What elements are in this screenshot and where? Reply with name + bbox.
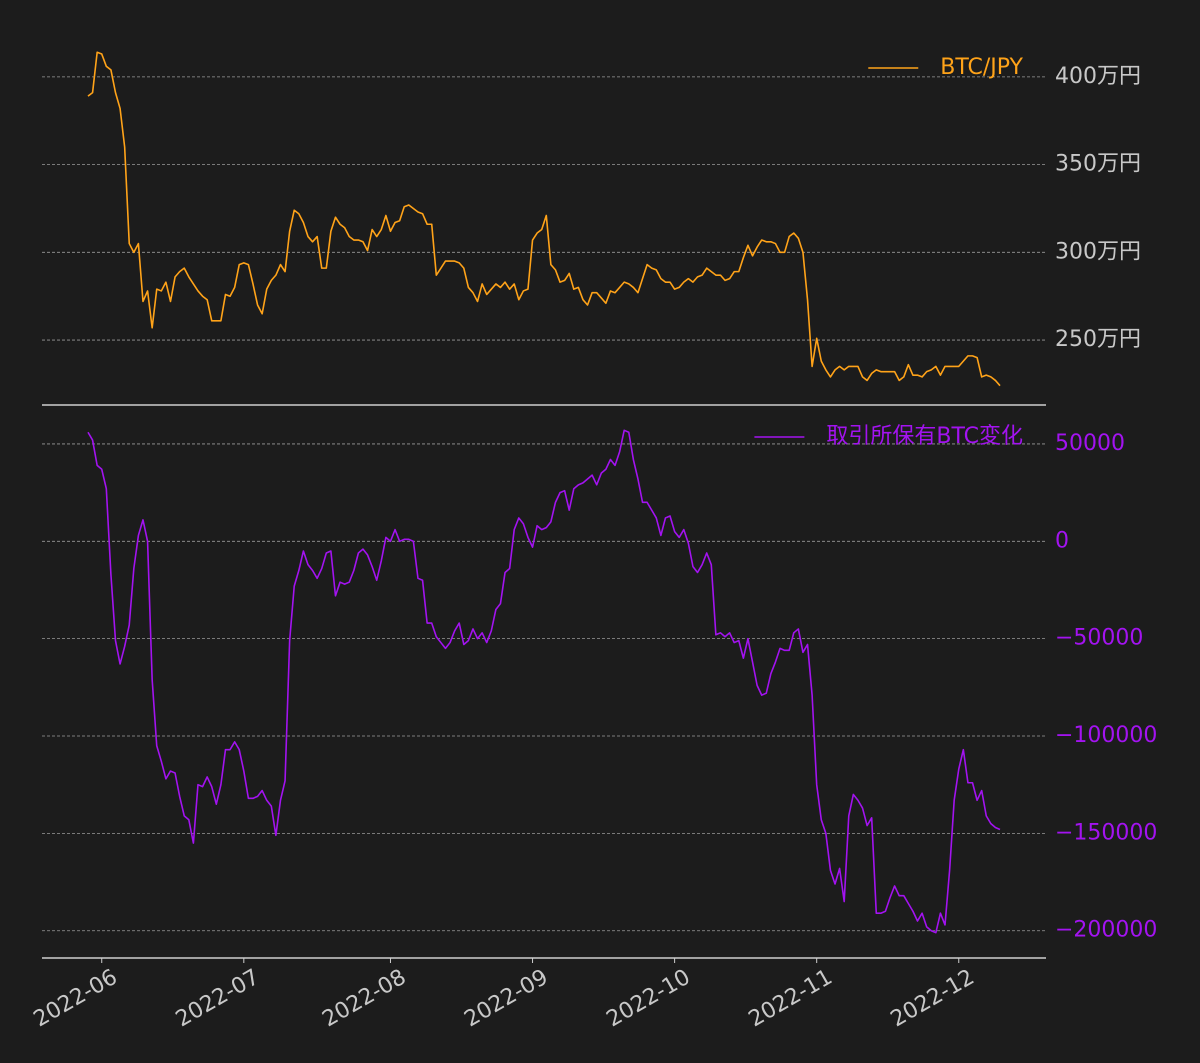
y-tick-label: 400万円 xyxy=(1055,64,1141,89)
y-tick-label: −100000 xyxy=(1055,723,1157,748)
y-tick-label: 300万円 xyxy=(1055,239,1141,264)
y-tick-label: −200000 xyxy=(1055,918,1157,943)
y-tick-label: 250万円 xyxy=(1055,327,1141,352)
series-line xyxy=(87,429,1001,934)
y-tick-label: 350万円 xyxy=(1055,152,1141,177)
y-tick-label: −150000 xyxy=(1055,820,1157,845)
y-tick-label: 50000 xyxy=(1055,431,1125,456)
legend-label: BTC/JPY xyxy=(940,55,1023,80)
y-tick-label: 0 xyxy=(1055,528,1069,553)
legend-label: 取引所保有BTC変化 xyxy=(826,424,1023,449)
y-tick-label: −50000 xyxy=(1055,626,1143,651)
series-line xyxy=(87,51,1001,387)
